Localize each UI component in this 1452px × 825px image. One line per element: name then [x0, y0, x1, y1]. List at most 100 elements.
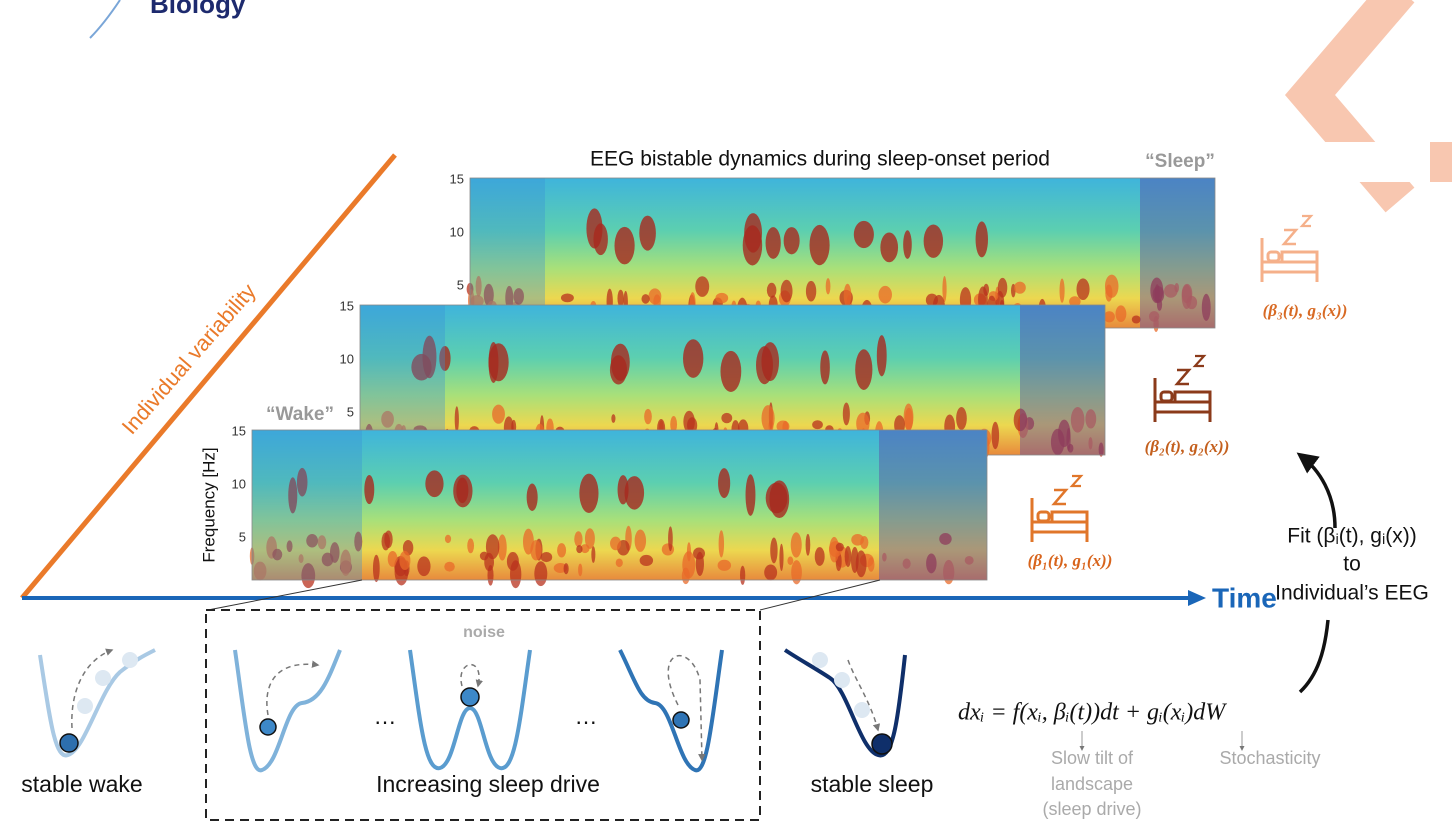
well-b [410, 650, 530, 768]
spectral-blob [983, 284, 989, 296]
spectral-blob [856, 550, 867, 577]
spectral-blob [1014, 282, 1026, 294]
spectral-blob [557, 543, 566, 557]
alpha-blob [976, 221, 988, 257]
alpha-blob [854, 221, 874, 248]
spectral-blob [791, 560, 802, 584]
alpha-blob [720, 351, 741, 392]
spectral-blob [617, 290, 623, 307]
spectral-blob [1132, 315, 1141, 323]
alpha-blob [488, 343, 508, 381]
sleep-z [1072, 476, 1081, 486]
spectral-blob [616, 558, 623, 567]
bed-icon [1262, 216, 1317, 282]
spectral-blob [740, 566, 745, 585]
bed-pillow [1038, 512, 1049, 521]
spectral-blob [791, 532, 802, 557]
stable-sleep-label: stable sleep [811, 771, 934, 797]
sleep-overlay [879, 430, 987, 580]
balls [60, 652, 892, 754]
zoom-line [760, 580, 880, 610]
spectral-blob [721, 413, 732, 423]
panel-parameters: (β₂(t), g₂(x)) [1145, 437, 1230, 456]
y-tick-label: 15 [450, 172, 464, 187]
noise-arrow [668, 656, 702, 760]
spectral-blob [564, 563, 569, 574]
corner-band [1430, 142, 1452, 182]
spectral-blob [695, 276, 709, 297]
sleep-z [1284, 230, 1296, 244]
landscapes [40, 650, 905, 770]
alpha-blob [746, 474, 756, 516]
spectral-blob [770, 538, 777, 564]
zoom-line [208, 580, 362, 610]
spectral-blob [992, 422, 1000, 449]
ghost-ball [122, 652, 138, 668]
noise-label: noise [463, 624, 505, 641]
ball [60, 734, 78, 752]
wake-label: “Wake” [266, 404, 334, 425]
spectral-blob [715, 293, 728, 303]
alpha-blob [579, 474, 598, 513]
spectral-blob [486, 534, 499, 559]
spectral-blob [576, 545, 582, 553]
alpha-blob [744, 213, 762, 252]
spectral-blob [998, 278, 1007, 298]
fit-line: to [1343, 553, 1361, 576]
y-tick-label: 15 [232, 424, 246, 439]
stochasticity-note: Stochasticity [1219, 748, 1320, 768]
y-tick-label: 15 [340, 299, 354, 314]
alpha-blob [784, 227, 800, 254]
bed-icon [1155, 356, 1210, 422]
corner-mask [1270, 142, 1452, 182]
fit-arrow [1300, 620, 1328, 692]
spectral-blob [1060, 278, 1065, 302]
sleep-z [1177, 370, 1189, 384]
spectral-blob [611, 414, 615, 423]
spectral-blob [635, 530, 646, 552]
sleep-z [1195, 356, 1204, 366]
alpha-blob [614, 227, 634, 265]
spectral-blob [530, 540, 541, 560]
spectral-blob [719, 530, 724, 557]
bed-pillow [1268, 252, 1279, 261]
spectral-blob [373, 555, 380, 582]
alpha-blob [718, 468, 730, 498]
sleep-overlay [1020, 305, 1105, 455]
tilt-note: landscape [1051, 774, 1133, 794]
alpha-blob [766, 483, 788, 514]
figure: Biology Individual variability 151051510… [0, 0, 1452, 825]
spectral-blob [836, 543, 844, 552]
alpha-blob [364, 475, 374, 504]
tilt-note: Slow tilt of [1051, 748, 1134, 768]
alpha-blob [810, 225, 830, 265]
y-tick-label: 10 [232, 477, 246, 492]
spectral-blob [445, 535, 451, 543]
spectral-blob [541, 552, 553, 562]
panel-parameters: (β₁(t), g₁(x)) [1028, 551, 1113, 570]
spectral-blob [417, 556, 430, 576]
spectral-blob [399, 551, 410, 570]
spectral-blob [844, 284, 852, 307]
sleep-z [1302, 216, 1311, 226]
stable-wake-label: stable wake [21, 771, 142, 797]
alpha-blob [924, 225, 943, 258]
spectral-blob [467, 538, 474, 553]
alpha-blob [618, 475, 629, 504]
y-tick-label: 5 [239, 530, 246, 545]
ghost-ball [77, 698, 93, 714]
spectral-blob [787, 557, 793, 565]
journal-name: Biology [150, 0, 246, 19]
well-c [620, 650, 722, 770]
fit-line: Fit (βᵢ(t), gᵢ(x)) [1287, 525, 1417, 548]
spectral-blob [905, 408, 913, 431]
ball [260, 719, 276, 735]
sleep-drive-label: Increasing sleep drive [376, 771, 600, 797]
alpha-blob [903, 230, 912, 259]
spectral-blob [779, 544, 783, 571]
spectral-blob [761, 405, 774, 431]
spectral-blob [851, 534, 864, 546]
spectral-blob [1105, 284, 1112, 301]
alpha-blob [527, 484, 538, 511]
alpha-blob [453, 475, 472, 508]
